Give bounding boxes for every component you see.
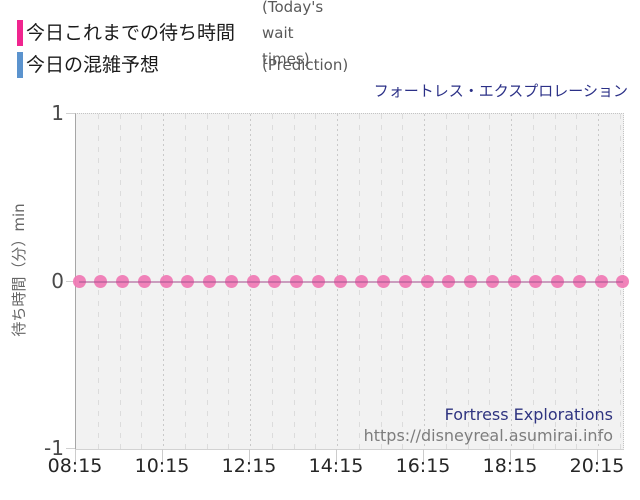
y-tick-label: -1 <box>44 436 64 460</box>
y-tick-mark <box>66 113 75 114</box>
x-tick-label: 12:15 <box>221 455 277 477</box>
x-tick-mark <box>249 449 250 462</box>
x-tick-label: 16:15 <box>395 455 451 477</box>
legend-label-today: 今日これまでの待ち時間 <box>26 21 236 44</box>
x-tick-mark <box>510 449 511 462</box>
watermark-attraction-name: Fortress Explorations <box>444 405 613 424</box>
legend-swatch-today <box>17 19 23 46</box>
x-tick-label: 18:15 <box>482 455 538 477</box>
legend-swatch-prediction <box>17 51 23 78</box>
x-tick-label: 14:15 <box>308 455 364 477</box>
x-tick-mark <box>162 449 163 462</box>
y-tick-label: 1 <box>51 101 64 125</box>
x-tick-mark <box>423 449 424 462</box>
x-tick-mark <box>75 449 76 462</box>
legend-sublabel-today: (Today's wait times) <box>262 0 324 68</box>
x-tick-mark <box>597 449 598 462</box>
plot-area: Fortress Explorations https://disneyreal… <box>72 113 630 450</box>
x-tick-label: 08:15 <box>47 455 103 477</box>
y-tick-label: 0 <box>51 268 64 293</box>
watermark: Fortress Explorations https://disneyreal… <box>364 404 613 446</box>
x-tick-label: 10:15 <box>134 455 190 477</box>
legend-item-prediction[interactable]: 今日の混雑予想 (Prediction) <box>17 51 348 78</box>
legend-sublabel-prediction: (Prediction) <box>262 55 349 74</box>
x-tick-mark <box>336 449 337 462</box>
y-tick-mark <box>66 280 75 282</box>
series-line-today <box>79 280 623 283</box>
watermark-url: https://disneyreal.asumirai.info <box>363 426 613 445</box>
legend-item-today[interactable]: 今日これまでの待ち時間 (Today's wait times) <box>17 0 323 68</box>
chart-title: フォートレス・エクスプロレーション <box>373 82 628 100</box>
x-tick-label: 20:15 <box>569 455 625 477</box>
legend-label-prediction: 今日の混雑予想 <box>26 53 160 76</box>
y-tick-mark <box>66 448 75 449</box>
